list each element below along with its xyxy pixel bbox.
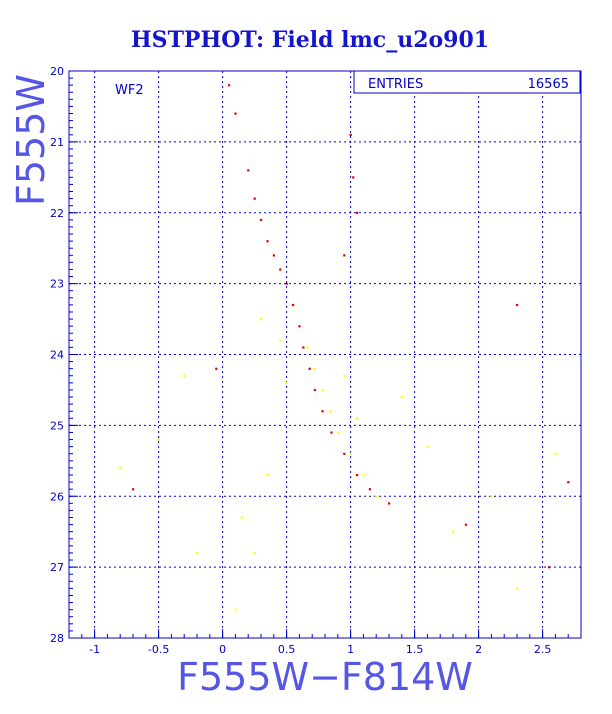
scatter-point [279, 339, 282, 342]
scatter-point [368, 488, 371, 491]
scatter-point [352, 176, 355, 179]
scatter-point [321, 410, 324, 413]
scatter-point [356, 473, 359, 477]
scatter-point [306, 346, 309, 349]
x-tick-label: 1 [347, 643, 354, 656]
scatter-point [400, 396, 403, 399]
scatter-point [516, 303, 519, 307]
scatter-point [356, 211, 359, 214]
y-tick-label: 20 [50, 65, 64, 78]
y-tick-label: 24 [50, 349, 64, 362]
scatter-point [157, 438, 160, 441]
x-tick-label: 2 [475, 643, 482, 656]
scatter-point [356, 417, 359, 420]
scatter-point [308, 367, 311, 370]
scatter-point [343, 254, 346, 257]
scatter-point [567, 481, 570, 484]
panel-label: WF2 [115, 83, 144, 98]
scatter-point [266, 473, 269, 477]
scatter-point [516, 587, 519, 590]
y-tick-label: 28 [50, 632, 64, 645]
scatter-point [253, 197, 256, 200]
scatter-point [329, 410, 332, 413]
scatter-point [228, 84, 231, 87]
scatter-point [349, 452, 352, 455]
x-tick-label: 1.5 [406, 643, 424, 656]
scatter-point [343, 374, 346, 377]
scatter-point [285, 282, 288, 285]
scatter-point [302, 346, 305, 349]
scatter-point [554, 452, 557, 455]
scatter-point [266, 240, 269, 243]
x-tick-label: -1 [89, 643, 100, 656]
scatter-point [119, 466, 122, 470]
scatter-point [490, 495, 493, 498]
scatter-point [196, 551, 199, 555]
stats-box-frame [353, 70, 581, 94]
y-tick-label: 23 [50, 278, 64, 291]
stats-box: ENTRIES 16565 [353, 70, 581, 94]
scatter-point [321, 388, 324, 392]
x-tick-label: 0.5 [278, 643, 296, 656]
y-tick-label: 27 [50, 561, 64, 574]
stats-label: ENTRIES [368, 77, 423, 92]
x-tick-label: 0 [219, 643, 226, 656]
scatter-point [247, 169, 250, 172]
scatter-point [362, 473, 365, 477]
scatter-point [336, 431, 339, 434]
scatter-series [132, 84, 570, 569]
scatter-point [234, 608, 237, 611]
scatter-point [426, 445, 429, 448]
y-tick-label: 21 [50, 136, 64, 149]
scatter-point [279, 268, 282, 271]
scatter-point [298, 325, 301, 328]
y-axis-label: F555W [9, 74, 53, 206]
scatter-point [330, 431, 333, 434]
scatter-point [548, 566, 551, 569]
scatter-point [292, 303, 295, 307]
scatter-point [285, 381, 288, 385]
y-tick-label: 26 [50, 490, 64, 503]
scatter-point [349, 133, 352, 136]
scatter-point [215, 367, 218, 370]
x-tick-label: -0.5 [148, 643, 169, 656]
scatter-point [388, 502, 391, 505]
scatter-point [464, 523, 467, 526]
scatter-point [452, 530, 455, 533]
stats-value: 16565 [528, 77, 569, 92]
scatter-point [260, 318, 263, 321]
scatter-point [183, 374, 186, 377]
scatter-point [313, 367, 316, 370]
scatter-point [234, 112, 237, 115]
scatter-point [343, 452, 346, 455]
scatter-point [132, 488, 135, 491]
scatter-point [272, 254, 275, 257]
chart-title: HSTPHOT: Field lmc_u2o901 [131, 27, 489, 53]
scatter-point [253, 551, 256, 555]
scatter-point [375, 495, 378, 498]
scatter-point [541, 537, 544, 540]
y-tick-label: 22 [50, 207, 64, 220]
scatter-point [313, 388, 316, 392]
x-tick-label: 2.5 [534, 643, 552, 656]
x-axis-label: F555W−F814W [177, 655, 473, 699]
scatter-point [240, 516, 243, 519]
y-tick-label: 25 [50, 419, 64, 432]
scatter-point [260, 218, 263, 222]
